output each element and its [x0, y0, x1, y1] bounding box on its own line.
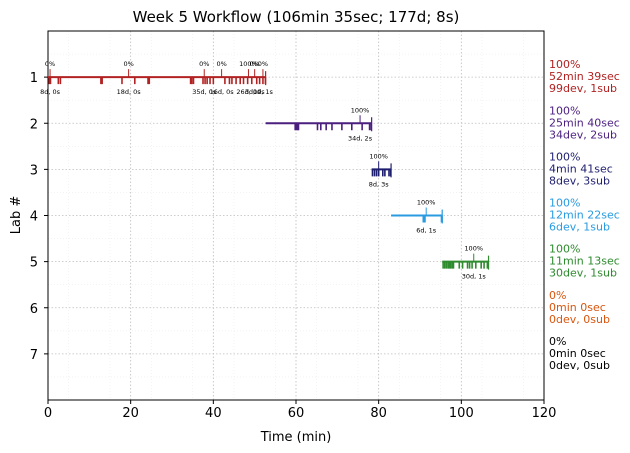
- lab-summary-line: 100%: [549, 150, 580, 163]
- marker-percent-label: 0%: [45, 60, 55, 68]
- lab-summary-line: 100%: [549, 197, 580, 210]
- marker-count-label: 18d, 0s: [117, 88, 142, 96]
- marker-percent-label: 100%: [369, 152, 388, 160]
- lab-summary-line: 30dev, 1sub: [549, 267, 617, 280]
- marker-count-label: 35d, 0s: [192, 88, 217, 96]
- lab-summary-line: 0dev, 0sub: [549, 313, 610, 326]
- marker-count-label: 8d, 0s: [40, 88, 61, 96]
- lab-summary-line: 34dev, 2sub: [549, 128, 617, 141]
- lab-summary-line: 0min 0sec: [549, 301, 606, 314]
- y-tick-label: 4: [30, 210, 38, 225]
- lab-summary-line: 52min 39sec: [549, 70, 620, 83]
- marker-count-label: 34d, 2s: [348, 134, 373, 142]
- marker-percent-label: 0%: [199, 60, 209, 68]
- lab-summary-line: 4min 41sec: [549, 162, 613, 175]
- lab-summary-line: 11min 13sec: [549, 255, 620, 268]
- x-axis-title: Time (min): [260, 430, 332, 445]
- lab-summary-line: 100%: [549, 58, 580, 71]
- chart-title: Week 5 Workflow (106min 35sec; 177d; 8s): [133, 8, 460, 26]
- marker-percent-label: 0%: [258, 60, 268, 68]
- y-tick-label: 3: [30, 163, 38, 178]
- x-tick-label: 40: [205, 406, 222, 421]
- x-tick-label: 60: [288, 406, 305, 421]
- lab-summary-line: 6dev, 1sub: [549, 221, 610, 234]
- x-tick-label: 20: [122, 406, 139, 421]
- lab-summary-line: 12min 22sec: [549, 209, 620, 222]
- marker-percent-label: 100%: [464, 245, 483, 253]
- lab-summary-line: 25min 40sec: [549, 116, 620, 129]
- marker-count-label: 1d, 1s: [253, 88, 274, 96]
- lab-summary-line: 99dev, 1sub: [549, 82, 617, 95]
- lab-summary-line: 100%: [549, 243, 580, 256]
- x-tick-label: 120: [532, 406, 557, 421]
- lab-summary-line: 0%: [549, 335, 566, 348]
- lab-summary-line: 0min 0sec: [549, 347, 606, 360]
- y-tick-label: 2: [30, 117, 38, 132]
- marker-percent-label: 100%: [239, 60, 258, 68]
- lab-summary-line: 100%: [549, 104, 580, 117]
- marker-percent-label: 100%: [417, 199, 436, 207]
- marker-count-label: 16d, 0s: [210, 88, 235, 96]
- marker-count-label: 30d, 1s: [462, 273, 487, 281]
- y-axis-title: Lab #: [9, 196, 24, 235]
- x-tick-label: 0: [44, 406, 52, 421]
- y-tick-label: 1: [30, 71, 38, 86]
- marker-count-label: 6d, 1s: [416, 227, 437, 235]
- marker-percent-label: 0%: [216, 60, 226, 68]
- lab-summary-line: 0%: [549, 289, 566, 302]
- marker-count-label: 3d, 0s: [245, 88, 266, 96]
- y-tick-label: 5: [30, 256, 38, 271]
- y-tick-label: 7: [30, 348, 38, 363]
- marker-count-label: 8d, 3s: [369, 180, 390, 188]
- lab-summary-line: 8dev, 3sub: [549, 174, 610, 187]
- marker-percent-label: 0%: [250, 60, 260, 68]
- marker-count-label: 26d, 0s: [236, 88, 261, 96]
- plot-area: 0 20 40 60 80 100 120 1 2 3 4 5 6 7 0% 8d, 0s 0% 18d, 0s 0…: [30, 30, 620, 421]
- x-tick-label: 100: [449, 406, 474, 421]
- y-tick-label: 6: [30, 302, 38, 317]
- lab-summary-line: 0dev, 0sub: [549, 359, 610, 372]
- x-tick-label: 80: [370, 406, 387, 421]
- marker-percent-label: 100%: [351, 106, 370, 114]
- marker-percent-label: 0%: [123, 60, 133, 68]
